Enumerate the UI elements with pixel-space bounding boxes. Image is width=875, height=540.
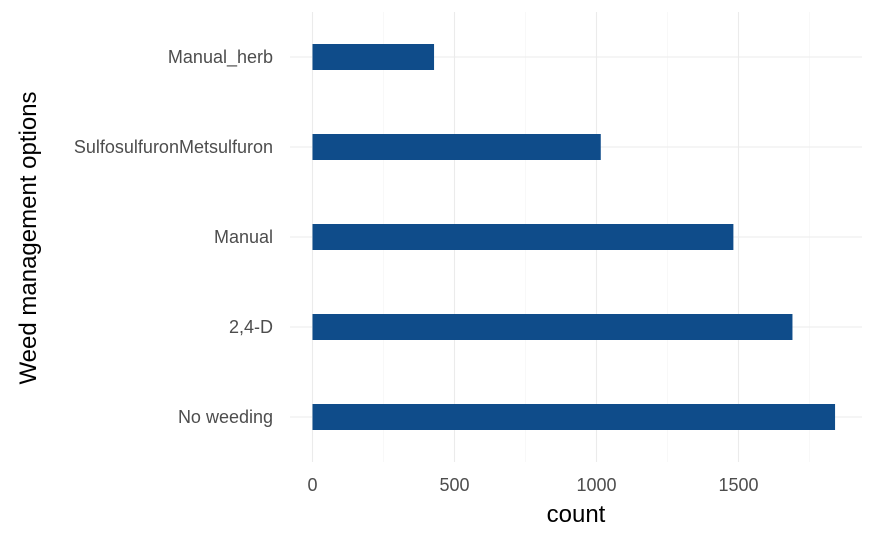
y-tick-label: Manual bbox=[214, 227, 273, 247]
y-axis-tick-labels: No weeding 2,4-D Manual SulfosulfuronMetsul… bbox=[74, 47, 273, 427]
y-tick-label: SulfosulfuronMetsulfuron bbox=[74, 137, 273, 157]
x-axis-tick-labels: 0 500 1000 1500 bbox=[307, 475, 758, 495]
x-axis-title: count bbox=[547, 501, 606, 528]
x-tick-label: 0 bbox=[307, 475, 317, 495]
bar bbox=[312, 44, 435, 70]
bar bbox=[312, 314, 793, 340]
x-tick-label: 1000 bbox=[576, 475, 616, 495]
y-tick-label: 2,4-D bbox=[229, 317, 273, 337]
bars bbox=[312, 44, 836, 430]
bar bbox=[312, 134, 601, 160]
y-tick-label: No weeding bbox=[178, 407, 273, 427]
x-tick-label: 500 bbox=[439, 475, 469, 495]
bar bbox=[312, 404, 836, 430]
x-tick-label: 1500 bbox=[718, 475, 758, 495]
bar bbox=[312, 224, 734, 250]
y-axis-title: Weed management options bbox=[15, 91, 42, 384]
y-tick-label: Manual_herb bbox=[168, 47, 273, 68]
